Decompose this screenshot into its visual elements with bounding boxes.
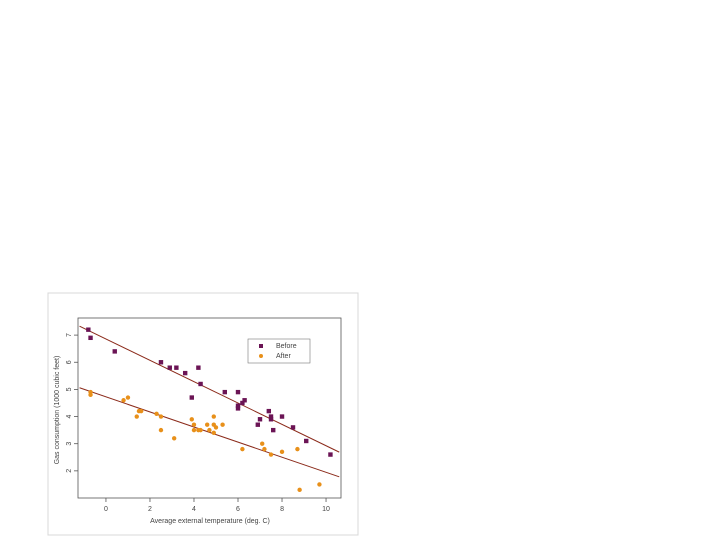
point <box>213 425 219 430</box>
point <box>121 398 126 403</box>
point <box>257 417 263 422</box>
legend-box <box>247 338 311 364</box>
point <box>266 408 272 414</box>
point <box>295 446 300 452</box>
point <box>317 482 322 487</box>
point <box>271 427 276 433</box>
point <box>290 425 296 430</box>
point <box>88 389 93 395</box>
point <box>235 389 241 395</box>
plot-frame <box>77 317 342 499</box>
point <box>189 395 194 400</box>
x-axis-label: Average external temperature (deg. C) <box>150 518 270 525</box>
point <box>112 349 117 354</box>
point <box>88 335 93 341</box>
point <box>328 452 333 457</box>
figure-frame <box>47 292 359 536</box>
point <box>262 446 267 452</box>
point <box>235 403 241 408</box>
point <box>220 422 225 427</box>
y-tick-label: 3 <box>66 442 73 446</box>
point <box>207 427 212 433</box>
x-tick-label: 2 <box>148 506 152 513</box>
point <box>158 360 164 365</box>
point <box>191 427 197 433</box>
legend-marker <box>259 354 263 358</box>
point <box>240 400 245 406</box>
point <box>242 398 247 403</box>
point <box>138 408 144 414</box>
point <box>211 430 216 436</box>
point <box>235 406 241 411</box>
point <box>198 427 203 433</box>
legend-marker <box>259 344 263 348</box>
point <box>134 414 139 419</box>
point <box>171 436 177 441</box>
point <box>304 438 309 444</box>
point <box>268 452 274 457</box>
point <box>279 449 285 455</box>
point <box>196 365 201 370</box>
point <box>255 422 261 427</box>
x-tick-label: 6 <box>236 506 240 513</box>
point <box>125 395 131 400</box>
y-tick-label: 7 <box>66 333 73 337</box>
point <box>182 370 188 376</box>
y-tick-label: 2 <box>66 469 73 473</box>
legend-label: Before <box>276 343 297 350</box>
point <box>297 487 302 493</box>
point <box>158 414 164 419</box>
x-tick-label: 8 <box>280 506 284 513</box>
point <box>167 365 172 370</box>
point <box>260 441 265 446</box>
point <box>268 417 274 422</box>
point <box>240 446 245 452</box>
point <box>158 427 164 433</box>
legend-label: After <box>276 353 291 360</box>
y-tick-label: 4 <box>66 415 73 419</box>
x-tick-label: 0 <box>104 506 108 513</box>
fit-line <box>79 325 340 453</box>
point <box>189 417 194 422</box>
y-axis-label: Gas consumption (1000 cubic feet) <box>54 356 61 465</box>
y-tick-label: 5 <box>66 387 73 391</box>
point <box>204 422 210 427</box>
point <box>211 414 216 419</box>
point <box>198 381 203 387</box>
point <box>86 327 91 332</box>
point <box>154 411 159 417</box>
x-tick-label: 10 <box>322 506 330 513</box>
point <box>174 365 179 370</box>
point <box>268 414 274 419</box>
y-tick-label: 6 <box>66 360 73 364</box>
point <box>191 422 197 427</box>
x-tick-label: 4 <box>192 506 196 513</box>
point <box>279 414 285 419</box>
point <box>222 389 227 395</box>
